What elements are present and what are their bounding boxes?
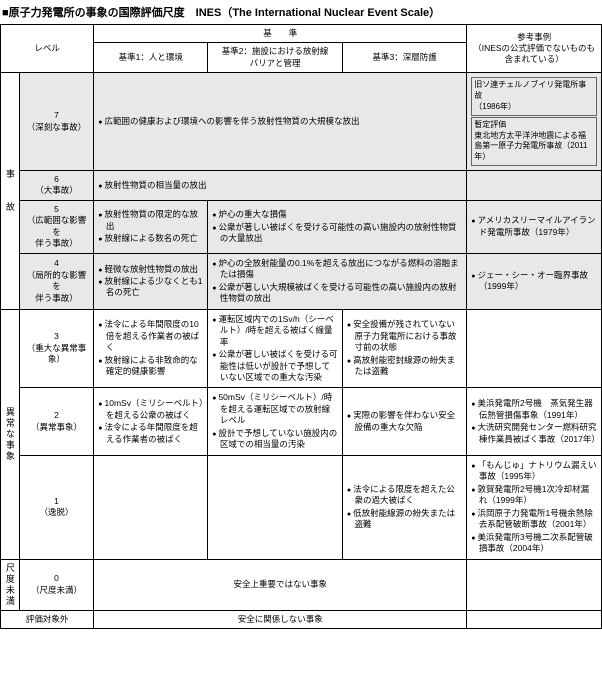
list-item: 安全設備が残されていない原子力発電所における事故寸前の状態 <box>347 319 462 353</box>
l5-ex: アメリカスリーマイルアイランド発電所事故（1979年） <box>467 200 602 253</box>
lvl-2: 2（異常事象） <box>19 388 94 455</box>
out-ex <box>467 610 602 628</box>
list-item: 放射線による少なくとも1名の死亡 <box>98 276 203 299</box>
l4-c1: 軽微な放射性物質の放出放射線による少なくとも1名の死亡 <box>94 253 208 309</box>
list-item: 公衆が著しい被ばくを受ける可能性の高い施設内の放射性物質の大量放出 <box>212 222 462 245</box>
list-item: 炉心の重大な損傷 <box>212 209 462 220</box>
list-item: 公衆が著しい被ばくを受ける可能性は低いが設計で予想していない区域での重大な汚染 <box>212 349 338 383</box>
list-item: 低放射能線源の紛失または盗難 <box>347 508 462 531</box>
list-item: 50mSv（ミリシーベルト）/時を超える運転区域での放射線レベル <box>212 392 338 426</box>
l3-c1: 法令による年間限度の10倍を超える作業者の被ばく放射線による非致命的な確定的健康… <box>94 309 208 388</box>
list-item: 大洗研究開発センター燃料研究棟作業員被ばく事故（2017年） <box>471 422 597 445</box>
hdr-c1: 基準1：人と環境 <box>94 43 208 73</box>
list-item: 炉心の全放射能量の0.1%を超える放出につながる燃料の溶融または損傷 <box>212 258 462 281</box>
l0-text: 安全上重要ではない事象 <box>94 559 467 610</box>
hdr-criteria: 基 準 <box>94 25 467 43</box>
lvl-1: 1（逸脱） <box>19 455 94 559</box>
list-item: 設計で予想していない施設内の区域での相当量の汚染 <box>212 428 338 451</box>
list-item: 浜岡原子力発電所1号機余熱除去系配管破断事故（2001年） <box>471 508 597 531</box>
list-item: 放射性物質の相当量の放出 <box>98 180 462 191</box>
l6-c1: 放射性物質の相当量の放出 <box>94 170 467 200</box>
l2-ex: 美浜発電所2号機 蒸気発生器伝熱管損傷事象（1991年）大洗研究開発センター燃料… <box>467 388 602 455</box>
list-item: 放射線による数名の死亡 <box>98 233 203 244</box>
list-item: 実際の影響を伴わない安全設備の重大な欠陥 <box>347 410 462 433</box>
cat-below: 尺度未満 <box>1 559 20 610</box>
l0-ex <box>467 559 602 610</box>
out-text: 安全に関係しない事象 <box>94 610 467 628</box>
lvl-5: 5（広範囲な影響を伴う事故） <box>19 200 94 253</box>
list-item: 法令による限度を超えた公衆の過大被ばく <box>347 484 462 507</box>
lvl-4: 4（局所的な影響を伴う事故） <box>19 253 94 309</box>
l1-ex: 「もんじゅ」ナトリウム漏えい事故（1995年）敦賀発電所2号機1次冷却材漏れ（1… <box>467 455 602 559</box>
list-item: 美浜発電所3号機二次系配管破損事故（2004年） <box>471 532 597 555</box>
list-item: 軽微な放射性物質の放出 <box>98 264 203 275</box>
l5-c2: 炉心の重大な損傷公衆が著しい被ばくを受ける可能性の高い施設内の放射性物質の大量放… <box>208 200 467 253</box>
lvl-0: 0（尺度未満） <box>19 559 94 610</box>
cat-accident: 事 故 <box>1 73 20 309</box>
page-title: ■原子力発電所の事象の国際評価尺度 INES（The International… <box>0 0 602 24</box>
hdr-level: レベル <box>1 25 94 73</box>
list-item: 敦賀発電所2号機1次冷却材漏れ（1999年） <box>471 484 597 507</box>
l2-c1: 10mSv（ミリシーベルト）を超える公衆の被ばく法令による年間限度を超える作業者… <box>94 388 208 455</box>
l1-c2 <box>208 455 343 559</box>
l1-c1 <box>94 455 208 559</box>
list-item: 公衆が著しい大規模被ばくを受ける可能性の高い施設内の放射性物質の放出 <box>212 282 462 305</box>
lvl-7: 7（深刻な事故） <box>19 73 94 171</box>
list-item: 10mSv（ミリシーベルト）を超える公衆の被ばく <box>98 398 203 421</box>
ines-table: レベル 基 準 参考事例（INESの公式評価でないものも含まれている） 基準1：… <box>0 24 602 629</box>
cat-incident: 異常な事象 <box>1 309 20 559</box>
hdr-c2: 基準2：施設における放射線バリアと管理 <box>208 43 343 73</box>
list-item: 高放射能密封線源の紛失または盗難 <box>347 355 462 378</box>
list-item: アメリカスリーマイルアイランド発電所事故（1979年） <box>471 215 597 238</box>
list-item: 広範囲の健康および環境への影響を伴う放射性物質の大規模な放出 <box>98 116 462 127</box>
l3-ex <box>467 309 602 388</box>
l3-c3: 安全設備が残されていない原子力発電所における事故寸前の状態高放射能密封線源の紛失… <box>342 309 466 388</box>
l2-c3: 実際の影響を伴わない安全設備の重大な欠陥 <box>342 388 466 455</box>
list-item: ジェー・シー・オー臨界事故（1999年） <box>471 270 597 293</box>
list-item: 放射線による非致命的な確定的健康影響 <box>98 355 203 378</box>
lvl-6: 6（大事故） <box>19 170 94 200</box>
list-item: 放射性物質の限定的な放出 <box>98 209 203 232</box>
list-item: 法令による年間限度を超える作業者の被ばく <box>98 422 203 445</box>
list-item: 美浜発電所2号機 蒸気発生器伝熱管損傷事象（1991年） <box>471 398 597 421</box>
l1-c3: 法令による限度を超えた公衆の過大被ばく低放射能線源の紛失または盗難 <box>342 455 466 559</box>
list-item: 運転区域内での1Sv/h（シーベルト）/時を超える被ばく線量率 <box>212 314 338 348</box>
list-item: 法令による年間限度の10倍を超える作業者の被ばく <box>98 319 203 353</box>
l2-c2: 50mSv（ミリシーベルト）/時を超える運転区域での放射線レベル設計で予想してい… <box>208 388 343 455</box>
lvl-3: 3（重大な異常事象） <box>19 309 94 388</box>
l4-ex: ジェー・シー・オー臨界事故（1999年） <box>467 253 602 309</box>
hdr-c3: 基準3：深層防護 <box>342 43 466 73</box>
list-item: 「もんじゅ」ナトリウム漏えい事故（1995年） <box>471 460 597 483</box>
l5-c1: 放射性物質の限定的な放出放射線による数名の死亡 <box>94 200 208 253</box>
out-label: 評価対象外 <box>1 610 94 628</box>
l3-c2: 運転区域内での1Sv/h（シーベルト）/時を超える被ばく線量率公衆が著しい被ばく… <box>208 309 343 388</box>
hdr-examples: 参考事例（INESの公式評価でないものも含まれている） <box>467 25 602 73</box>
l7-c1: 広範囲の健康および環境への影響を伴う放射性物質の大規模な放出 <box>94 73 467 171</box>
l7-ex: 旧ソ連チェルノブイリ発電所事故（1986年） 暫定評価東北地方太平洋沖地震による… <box>467 73 602 171</box>
l6-ex <box>467 170 602 200</box>
l4-c2: 炉心の全放射能量の0.1%を超える放出につながる燃料の溶融または損傷公衆が著しい… <box>208 253 467 309</box>
